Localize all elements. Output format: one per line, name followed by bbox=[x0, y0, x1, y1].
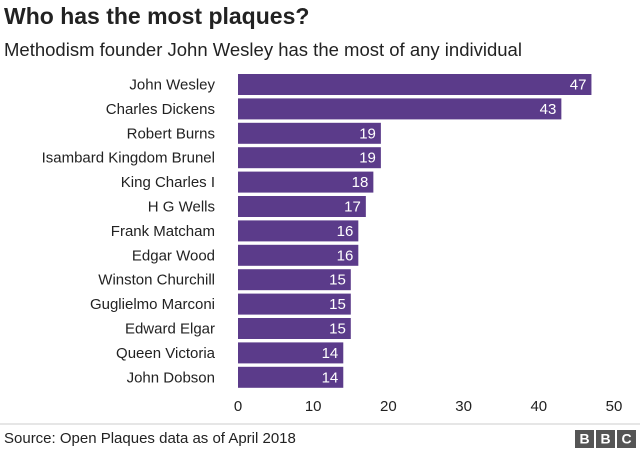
bar bbox=[238, 366, 344, 388]
x-tick-label: 30 bbox=[455, 398, 472, 415]
y-tick-label: H G Wells bbox=[148, 198, 215, 215]
value-label: 19 bbox=[359, 125, 376, 142]
value-label: 17 bbox=[344, 198, 361, 215]
logo-letter: B bbox=[579, 431, 589, 447]
chart-subtitle: Methodism founder John Wesley has the mo… bbox=[4, 39, 522, 60]
bar bbox=[238, 122, 381, 144]
logo-box bbox=[617, 430, 636, 448]
logo-box bbox=[575, 430, 594, 448]
y-tick-label: Queen Victoria bbox=[116, 345, 216, 362]
y-tick-label: Frank Matcham bbox=[111, 223, 215, 240]
x-tick-label: 50 bbox=[606, 398, 623, 415]
bar bbox=[238, 74, 592, 95]
y-tick-label: Edward Elgar bbox=[125, 320, 215, 337]
bar bbox=[238, 269, 351, 291]
y-tick-label: Winston Churchill bbox=[98, 272, 215, 289]
x-tick-label: 10 bbox=[305, 398, 322, 415]
value-label: 15 bbox=[329, 272, 346, 289]
y-tick-label: John Dobson bbox=[127, 369, 215, 386]
bar bbox=[238, 147, 381, 169]
bar bbox=[238, 318, 351, 339]
value-label: 14 bbox=[322, 369, 339, 386]
y-tick-label: Robert Burns bbox=[127, 125, 215, 142]
logo-letter: C bbox=[621, 431, 631, 447]
x-tick-label: 40 bbox=[530, 398, 547, 415]
y-tick-label: Isambard Kingdom Brunel bbox=[42, 150, 215, 167]
bar bbox=[238, 244, 359, 266]
y-tick-label: John Wesley bbox=[129, 76, 215, 93]
value-label: 14 bbox=[322, 345, 339, 362]
logo-box bbox=[596, 430, 615, 448]
bar bbox=[238, 342, 344, 364]
x-tick-label: 20 bbox=[380, 398, 397, 415]
value-label: 15 bbox=[329, 296, 346, 313]
value-label: 43 bbox=[540, 101, 557, 118]
value-label: 15 bbox=[329, 320, 346, 337]
source: Source: Open Plaques data as of April 20… bbox=[4, 430, 296, 447]
bar bbox=[238, 98, 562, 120]
bar bbox=[238, 293, 351, 315]
y-tick-label: Charles Dickens bbox=[106, 101, 215, 118]
logo-letter: B bbox=[600, 431, 610, 447]
value-label: 47 bbox=[570, 76, 587, 93]
value-label: 16 bbox=[337, 247, 354, 264]
value-label: 19 bbox=[359, 150, 376, 167]
bar bbox=[238, 220, 359, 242]
bar bbox=[238, 196, 366, 217]
y-tick-label: Edgar Wood bbox=[132, 247, 215, 264]
chart-title: Who has the most plaques? bbox=[4, 3, 309, 29]
y-tick-label: Guglielmo Marconi bbox=[90, 296, 215, 313]
x-tick-label: 0 bbox=[234, 398, 242, 415]
bar bbox=[238, 171, 374, 193]
value-label: 16 bbox=[337, 223, 354, 240]
y-tick-label: King Charles I bbox=[121, 174, 215, 191]
value-label: 18 bbox=[352, 174, 369, 191]
